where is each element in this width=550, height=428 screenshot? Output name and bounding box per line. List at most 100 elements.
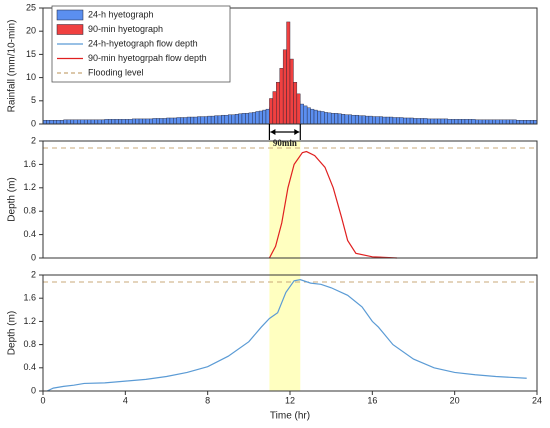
bar — [430, 118, 435, 125]
y-tick-label: 0.4 — [23, 362, 36, 372]
annotation-label: 90min — [273, 138, 297, 148]
legend-label: 24-h hyetograph — [88, 9, 154, 19]
bar — [169, 117, 174, 125]
bar — [128, 119, 133, 125]
bar — [70, 119, 75, 125]
bar — [341, 114, 346, 125]
bar — [111, 119, 116, 125]
bar — [217, 115, 222, 125]
x-axis-label: Time (hr) — [270, 411, 310, 422]
bar — [180, 117, 184, 125]
bar — [214, 115, 219, 125]
bar — [190, 116, 195, 125]
y-axis-label: Depth (m) — [7, 177, 18, 221]
bar — [385, 116, 390, 125]
bar — [451, 119, 455, 125]
bar — [238, 113, 243, 125]
bar — [378, 116, 383, 125]
bar — [272, 91, 277, 125]
bar — [204, 116, 208, 125]
bar — [423, 118, 428, 125]
bar — [313, 109, 318, 125]
bar — [265, 108, 270, 125]
bar — [152, 118, 157, 125]
x-tick-label: 8 — [205, 395, 210, 405]
bar — [478, 119, 483, 125]
legend-label: 24-h-hyetograph flow depth — [88, 38, 198, 48]
y-tick-label: 1.6 — [23, 159, 36, 169]
bar — [523, 120, 527, 125]
bar — [516, 120, 521, 125]
bar — [282, 49, 287, 125]
y-tick-label: 15 — [26, 49, 36, 59]
bar — [107, 119, 112, 125]
bar — [464, 119, 469, 125]
bar — [210, 115, 215, 125]
bar — [399, 117, 404, 125]
bar — [344, 114, 349, 125]
bar — [505, 119, 510, 125]
bar — [49, 120, 54, 125]
y-tick-label: 0.8 — [23, 206, 36, 216]
y-axis-label: Rainfall (mm/10-min) — [7, 20, 18, 113]
legend-label: Flooding level — [88, 67, 144, 77]
bar — [330, 113, 335, 125]
bar — [526, 120, 531, 125]
bar — [382, 116, 387, 125]
bar — [403, 117, 407, 125]
bar — [234, 114, 239, 125]
bar — [131, 118, 136, 125]
y-tick-label: 0 — [31, 252, 36, 262]
y-tick-label: 1.2 — [23, 182, 36, 192]
bar — [361, 115, 366, 125]
bar — [118, 119, 123, 125]
legend-label: 90-min hyetograph — [88, 24, 163, 34]
bar — [176, 117, 181, 125]
bar — [492, 119, 497, 125]
y-tick-label: 10 — [26, 72, 36, 82]
bar — [279, 68, 284, 125]
legend-label: 90-min hyetogrpah flow depth — [88, 53, 207, 63]
y-tick-label: 0 — [31, 385, 36, 395]
y-tick-label: 5 — [31, 95, 36, 105]
bar — [413, 118, 418, 125]
bar — [475, 119, 479, 125]
bar — [258, 110, 263, 125]
x-tick-label: 12 — [285, 395, 295, 405]
bar — [512, 119, 517, 125]
bar — [197, 116, 202, 125]
bar — [533, 120, 538, 125]
bar — [351, 114, 356, 125]
bar — [87, 119, 92, 125]
bar — [46, 120, 51, 125]
bar — [193, 116, 198, 125]
bar — [207, 115, 212, 125]
bar — [454, 119, 459, 125]
bar — [293, 82, 298, 125]
y-tick-label: 0.4 — [23, 229, 36, 239]
bar — [231, 114, 236, 125]
bar — [368, 115, 373, 125]
bar — [509, 119, 514, 125]
bar — [63, 119, 68, 125]
depth-line — [46, 279, 527, 392]
bar — [324, 112, 328, 125]
bar — [162, 118, 167, 125]
bar — [262, 109, 267, 125]
bar — [289, 58, 294, 125]
bar — [433, 118, 438, 125]
bar — [53, 120, 57, 125]
legend-swatch — [56, 24, 84, 35]
bar — [502, 119, 507, 125]
bar — [327, 112, 332, 125]
bar — [186, 116, 191, 125]
bar — [94, 119, 99, 125]
bar — [252, 112, 256, 125]
bar — [303, 105, 308, 125]
y-tick-label: 25 — [26, 2, 36, 12]
bar — [200, 116, 205, 125]
bar — [365, 115, 370, 125]
bar — [183, 117, 188, 125]
bar — [300, 103, 304, 125]
bar — [241, 113, 246, 125]
